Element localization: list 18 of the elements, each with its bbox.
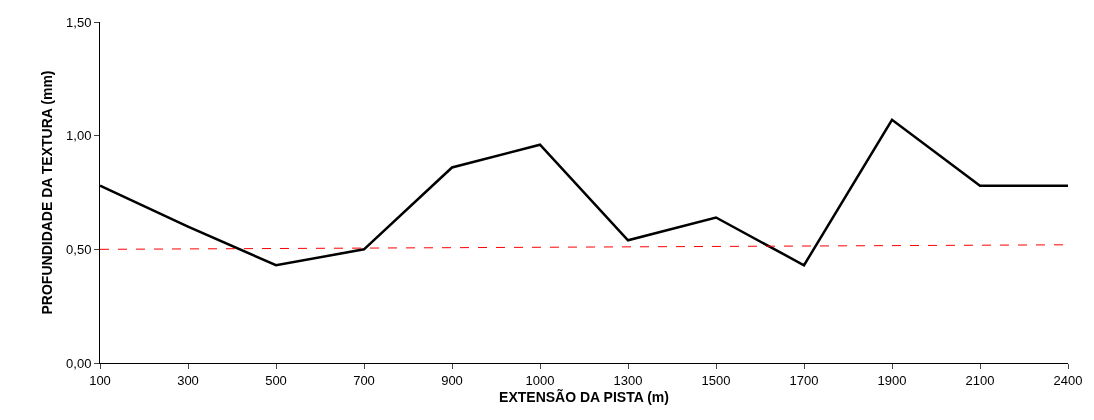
x-tick-label: 500 (265, 372, 287, 388)
y-tick-label: 0,00 (66, 355, 92, 371)
x-tick-label: 1000 (525, 372, 555, 388)
x-tick-label: 700 (353, 372, 375, 388)
y-tick-label: 0,50 (66, 241, 92, 257)
x-tick-label: 100 (89, 372, 111, 388)
x-tick-label: 1300 (613, 372, 643, 388)
x-tick-label: 2100 (965, 372, 995, 388)
x-tick-label: 1500 (701, 372, 731, 388)
x-tick-label: 2400 (1053, 372, 1083, 388)
x-tick-label: 300 (177, 372, 199, 388)
x-tick-label: 1900 (877, 372, 907, 388)
y-axis-title: PROFUNDIDADE DA TEXTURA (mm) (38, 70, 55, 315)
x-tick-label: 900 (441, 372, 463, 388)
x-tick-label: 1700 (789, 372, 819, 388)
y-tick-label: 1,00 (66, 128, 92, 144)
y-tick-label: 1,50 (66, 14, 92, 30)
x-axis-title: EXTENSÃO DA PISTA (m) (499, 387, 669, 405)
